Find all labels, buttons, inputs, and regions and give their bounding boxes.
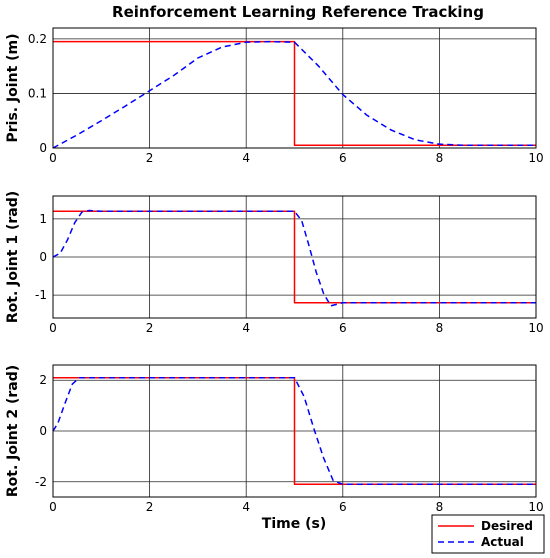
series-actual-line [52, 376, 536, 486]
y-tick-label: -2 [35, 475, 47, 489]
y-tick-label: 0 [39, 141, 47, 155]
x-tick-label: 0 [49, 151, 57, 165]
series-actual-line [52, 209, 536, 307]
subplot-1: 0 2 4 6 8 10 0 0.1 0.2 Pris. Joint (m) [5, 27, 544, 165]
x-tick-label: 10 [528, 151, 543, 165]
subplot-2: 0 2 4 6 8 10 -1 0 1 Rot. Joint 1 (rad) [5, 191, 544, 335]
y-tick-label: -1 [35, 288, 47, 302]
x-tick-label: 10 [528, 500, 543, 514]
chart-title: Reinforcement Learning Reference Trackin… [112, 3, 484, 21]
x-tick-label: 8 [436, 500, 444, 514]
x-tick-label: 10 [528, 321, 543, 335]
axes-frame [52, 195, 537, 319]
x-tick-label: 6 [339, 500, 347, 514]
x-tick-label: 0 [49, 321, 57, 335]
x-tick-label: 2 [146, 321, 154, 335]
x-tick-label: 6 [339, 151, 347, 165]
x-tick-label: 2 [146, 151, 154, 165]
x-tick-label: 6 [339, 321, 347, 335]
legend: Desired Actual [431, 514, 545, 554]
series-actual-line [52, 40, 536, 149]
y-axis-label: Rot. Joint 1 (rad) [5, 191, 21, 323]
series-desired-line [53, 40, 536, 147]
y-tick-label: 0 [39, 250, 47, 264]
legend-box [431, 514, 545, 554]
x-tick-label: 8 [436, 151, 444, 165]
legend-label-desired: Desired [481, 519, 533, 533]
x-tick-label: 4 [242, 500, 250, 514]
y-axis-label: Pris. Joint (m) [5, 33, 21, 142]
y-tick-label: 2 [39, 373, 47, 387]
axes-frame [52, 364, 537, 498]
legend-label-actual: Actual [481, 535, 524, 549]
y-tick-label: 0 [39, 424, 47, 438]
y-axis-label: Rot. Joint 2 (rad) [5, 365, 21, 497]
y-tick-label: 1 [39, 212, 47, 226]
x-tick-label: 0 [49, 500, 57, 514]
axes-frame [52, 27, 537, 149]
x-tick-label: 4 [242, 321, 250, 335]
x-tick-label: 8 [436, 321, 444, 335]
y-tick-label: 0.2 [28, 32, 47, 46]
x-tick-label: 2 [146, 500, 154, 514]
x-tick-label: 4 [242, 151, 250, 165]
x-axis-label: Time (s) [262, 516, 326, 532]
y-tick-label: 0.1 [28, 86, 47, 100]
